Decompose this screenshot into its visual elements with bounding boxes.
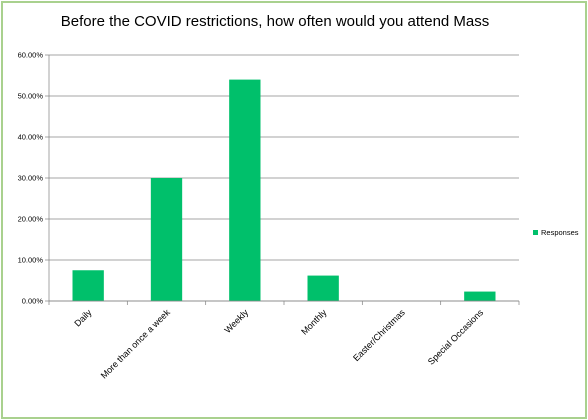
x-category-label: Weekly (222, 307, 250, 335)
y-tick-label: 30.00% (18, 174, 44, 183)
axes (48, 55, 520, 305)
x-category-label: More than once a week (99, 307, 173, 381)
y-tick-label: 50.00% (18, 92, 44, 101)
chart-title: Before the COVID restrictions, how often… (60, 13, 490, 30)
legend: Responses (533, 228, 579, 237)
grid-lines (45, 54, 519, 302)
y-tick-label: 0.00% (22, 297, 44, 306)
bar (229, 79, 261, 301)
x-category-label: Daily (72, 307, 94, 329)
x-category-label: Monthly (299, 307, 329, 337)
legend-label: Responses (541, 228, 579, 237)
bar (150, 178, 183, 301)
y-tick-label: 20.00% (18, 215, 44, 224)
legend-swatch (533, 230, 538, 235)
x-axis-category-labels: Daily More than once a week Weekly Monthly E… (72, 307, 485, 381)
x-category-label: Easter/Christmas (351, 307, 407, 363)
y-tick-label: 60.00% (18, 51, 44, 60)
bar (307, 275, 339, 301)
x-category-label: Special Occasions (426, 307, 486, 367)
bars (72, 79, 496, 301)
y-tick-label: 10.00% (18, 256, 44, 265)
bar (72, 270, 104, 301)
y-tick-label: 40.00% (18, 133, 44, 142)
y-axis-tick-labels: 0.00% 10.00% 20.00% 30.00% 40.00% 50.00% 60.00… (18, 51, 44, 306)
bar (464, 291, 496, 301)
